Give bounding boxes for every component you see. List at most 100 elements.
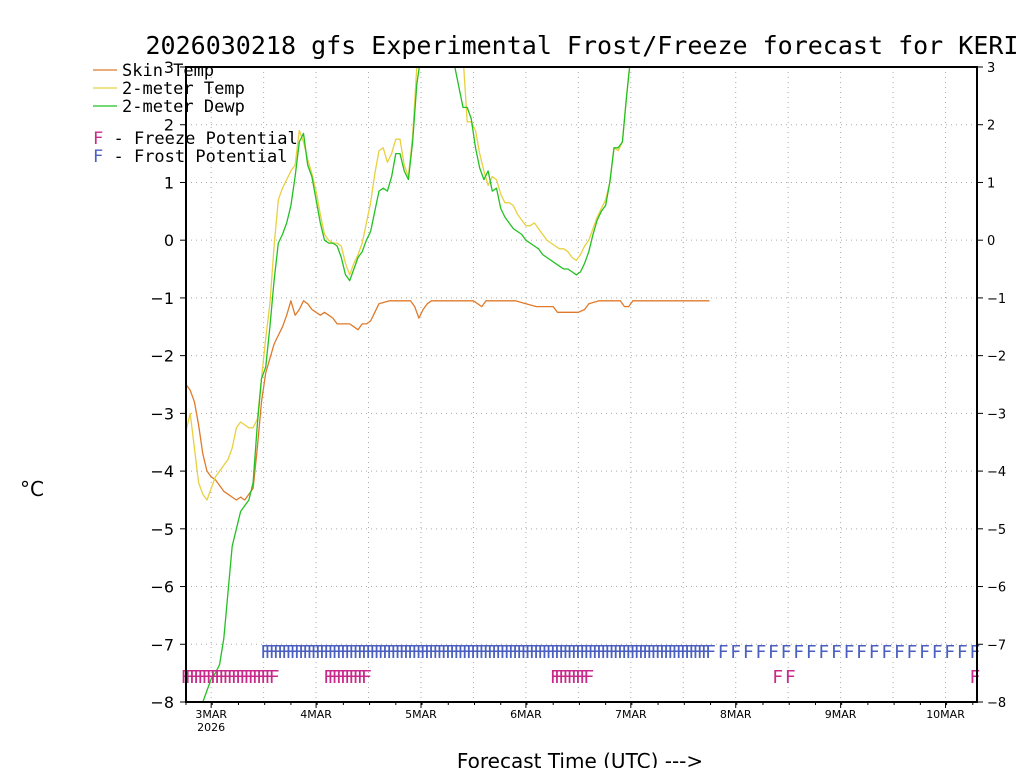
plot-frame [185,66,978,703]
marker-freeze-potential: F [361,667,372,688]
marker-frost-potential: F [411,642,422,663]
marker-freeze-potential: F [252,667,263,688]
marker-frost-potential: F [327,642,338,663]
marker-freeze-potential: F [344,667,355,688]
marker-frost-potential: F [705,642,716,663]
marker-frost-potential: F [437,642,448,663]
marker-frost-potential: F [298,642,309,663]
marker-freeze-potential: F [323,667,334,688]
legend-label: Skin Temp [122,61,214,81]
marker-frost-potential: F [642,642,653,663]
marker-frost-potential: F [265,642,276,663]
marker-frost-potential: F [546,642,557,663]
marker-frost-potential: F [781,642,792,663]
x-tick-label: 7MAR [615,708,647,721]
marker-frost-potential: F [374,642,385,663]
marker-freeze-potential: F [583,667,594,688]
marker-freeze-potential: F [235,667,246,688]
marker-frost-potential: F [319,642,330,663]
marker-freeze-potential: F [239,667,250,688]
marker-frost-potential: F [793,642,804,663]
marker-frost-potential: F [281,642,292,663]
marker-frost-potential: F [625,642,636,663]
marker-frost-potential: F [479,642,490,663]
marker-frost-potential: F [672,642,683,663]
marker-frost-potential: F [818,642,829,663]
marker-freeze-potential: F [244,667,255,688]
marker-frost-potential: F [697,642,708,663]
marker-frost-potential: F [907,642,918,663]
y-tick-label-right: −4 [987,465,1006,480]
series-line-2-meter-temp [186,67,631,501]
marker-freeze-potential: F [193,667,204,688]
marker-frost-potential: F [730,642,741,663]
marker-frost-potential: F [869,642,880,663]
marker-frost-potential: F [541,642,552,663]
marker-frost-potential: F [277,642,288,663]
x-tick-label: 5MAR [405,708,437,721]
marker-frost-potential: F [693,642,704,663]
marker-freeze-potential: F [327,667,338,688]
legend-symbol: F [93,147,103,167]
marker-frost-potential: F [403,642,414,663]
marker-frost-potential: F [667,642,678,663]
marker-frost-potential: F [302,642,313,663]
marker-frost-potential: F [588,642,599,663]
series-line-skin-temp [186,300,710,501]
marker-frost-potential: F [617,642,628,663]
legend-label: F - Frost Potential [93,147,287,167]
marker-frost-potential: F [512,642,523,663]
marker-frost-potential: F [348,642,359,663]
marker-frost-potential: F [516,642,527,663]
marker-frost-potential: F [680,642,691,663]
marker-frost-potential: F [273,642,284,663]
x-tick-label: 4MAR [300,708,332,721]
marker-frost-potential: F [399,642,410,663]
marker-frost-potential: F [424,642,435,663]
marker-frost-potential: F [369,642,380,663]
y-tick-label: −5 [150,520,174,539]
marker-freeze-potential: F [206,667,217,688]
marker-frost-potential: F [382,642,393,663]
legend-label: 2-meter Dewp [122,97,245,117]
y-tick-label: −4 [150,462,174,481]
marker-frost-potential: F [630,642,641,663]
marker-freeze-potential: F [214,667,225,688]
marker-freeze-potential: F [571,667,582,688]
marker-frost-potential: F [390,642,401,663]
marker-freeze-potential: F [269,667,280,688]
marker-frost-potential: F [504,642,515,663]
marker-frost-potential: F [655,642,666,663]
marker-frost-potential: F [533,642,544,663]
y-tick-label-right: −1 [987,292,1006,307]
y-tick-label: −3 [150,404,174,423]
marker-frost-potential: F [621,642,632,663]
marker-frost-potential: F [365,642,376,663]
marker-frost-potential: F [562,642,573,663]
marker-frost-potential: F [487,642,498,663]
marker-freeze-potential: F [185,667,196,688]
marker-frost-potential: F [567,642,578,663]
marker-frost-potential: F [428,642,439,663]
marker-frost-potential: F [311,642,322,663]
marker-freeze-potential: F [227,667,238,688]
y-axis-left: 3 2 1 0 −1 −2 −3 −4 −5 −6 −7 −8 [150,58,186,712]
series-line-2-meter-dewp [202,67,631,702]
marker-frost-potential: F [529,642,540,663]
marker-frost-potential: F [453,642,464,663]
marker-frost-potential: F [449,642,460,663]
legend-text: - Freeze Potential [103,129,297,149]
marker-frost-potential: F [554,642,565,663]
y-tick-label-right: −6 [987,581,1006,596]
marker-frost-potential: F [613,642,624,663]
marker-frost-potential: F [596,642,607,663]
marker-frost-potential: F [306,642,317,663]
legend-text: - Frost Potential [103,147,287,167]
marker-freeze-potential: F [340,667,351,688]
legend-symbol: F [93,129,103,149]
marker-frost-potential: F [638,642,649,663]
marker-freeze-potential: F [785,667,796,688]
y-axis-label: °C [20,477,44,501]
marker-frost-potential: F [294,642,305,663]
